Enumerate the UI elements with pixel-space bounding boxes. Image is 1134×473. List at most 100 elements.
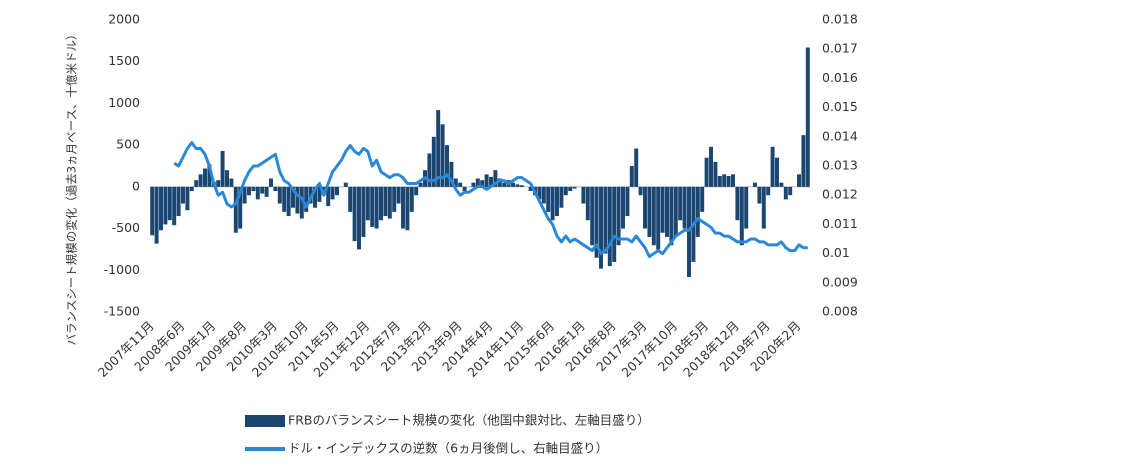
bar [678, 186, 683, 221]
bar [348, 186, 353, 212]
bar [568, 186, 573, 192]
bar [519, 185, 524, 187]
bar [537, 186, 542, 200]
bar [621, 186, 625, 229]
bar [766, 186, 771, 196]
bar [629, 166, 634, 187]
y2-tick-label: 0.01 [822, 245, 850, 260]
bar [594, 186, 599, 258]
line [173, 141, 808, 259]
bar [687, 186, 691, 277]
y2-tick-label: 0.008 [822, 304, 858, 319]
bar [431, 136, 436, 187]
bar [427, 153, 432, 187]
bar [409, 186, 414, 212]
bar [581, 186, 586, 204]
bar [357, 186, 361, 250]
bar [163, 186, 168, 225]
bar [788, 186, 793, 196]
bar [563, 186, 568, 196]
bar [783, 186, 788, 200]
bar [590, 186, 595, 246]
bar [700, 186, 705, 212]
bar [555, 186, 559, 217]
bar [370, 186, 375, 227]
bar [282, 186, 287, 212]
bar [255, 186, 260, 200]
bar [471, 182, 476, 187]
y2-tick-label: 0.014 [822, 128, 858, 143]
bar [189, 186, 194, 192]
bar [797, 174, 801, 187]
y-tick-label: -500 [112, 220, 140, 235]
bar [273, 186, 278, 192]
bar [651, 186, 656, 246]
bar [761, 186, 766, 229]
bar [775, 157, 779, 187]
bar [770, 146, 775, 187]
bar [801, 135, 806, 187]
bar [665, 186, 669, 237]
bar [379, 186, 383, 221]
bar [185, 186, 190, 211]
bar [497, 178, 502, 187]
bar [251, 186, 256, 192]
bar [805, 47, 810, 187]
bar [717, 176, 722, 187]
bar [709, 146, 713, 187]
bar [726, 176, 731, 187]
bar [286, 186, 291, 217]
bar [449, 161, 454, 187]
bar [550, 186, 555, 221]
bar [176, 186, 181, 217]
bar [541, 186, 546, 204]
bar [475, 178, 480, 187]
bar [502, 182, 507, 187]
bar [735, 186, 740, 221]
bar [150, 186, 155, 236]
y2-tick-label: 0.017 [822, 41, 858, 56]
bar [229, 178, 234, 187]
legend-label: FRBのバランスシート規模の変化（他国中銀対比、左軸目盛り） [288, 413, 650, 428]
bar [607, 186, 612, 267]
y2-tick-label: 0.015 [822, 99, 858, 114]
bar [493, 170, 498, 187]
bar [295, 186, 300, 214]
y-axis-label: バランスシート規模の変化（過去3ヵ月ベース、十億米ドル） [65, 28, 79, 345]
bar [713, 161, 718, 187]
bar [313, 186, 317, 208]
bar [387, 186, 392, 219]
legend-swatch [245, 415, 285, 427]
y-tick-label: -1500 [104, 304, 140, 319]
bar [304, 186, 309, 212]
bar [704, 157, 709, 187]
y2-tick-label: 0.018 [822, 12, 858, 27]
bar [181, 186, 185, 204]
bar [247, 186, 251, 196]
y2-tick-label: 0.009 [822, 274, 858, 289]
y2-tick-label: 0.012 [822, 187, 858, 202]
bar [335, 186, 339, 196]
bar [374, 186, 379, 229]
bar [638, 186, 643, 196]
bar [603, 186, 608, 254]
bar [612, 186, 617, 262]
bar [207, 164, 212, 187]
bar [233, 186, 238, 233]
bar [599, 186, 603, 269]
bar [396, 186, 401, 204]
bar [515, 184, 520, 187]
bar [392, 186, 397, 212]
bar [203, 168, 207, 187]
y-tick-label: 1000 [108, 95, 140, 110]
bar [445, 145, 449, 187]
bar [343, 182, 348, 187]
bar [440, 124, 445, 187]
bar [383, 186, 388, 217]
bar [352, 186, 357, 242]
bar [744, 186, 749, 229]
y-tick-label: 2000 [108, 12, 140, 27]
bar [453, 178, 458, 187]
bar [462, 186, 467, 192]
